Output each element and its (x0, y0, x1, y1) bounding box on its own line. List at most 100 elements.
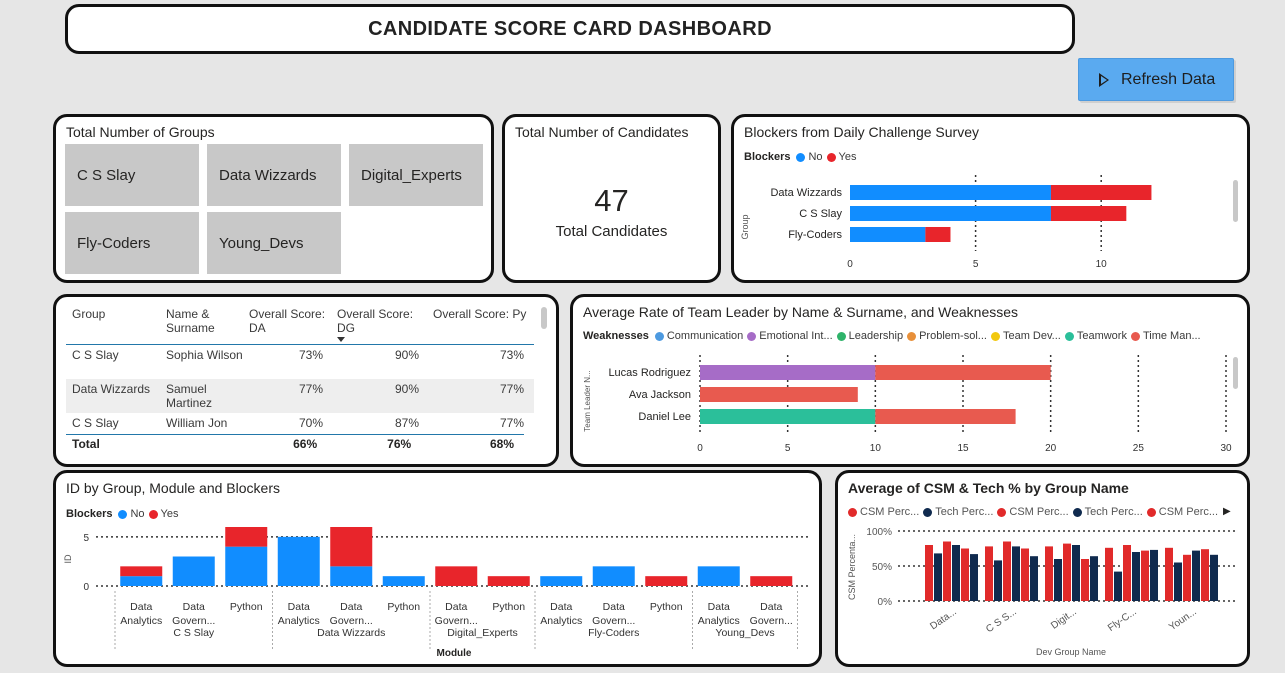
bar-segment-no[interactable] (850, 227, 926, 242)
bar-segment-yes[interactable] (330, 527, 373, 567)
bar-segment-yes[interactable] (225, 527, 268, 547)
blockers-scrollbar[interactable] (1233, 180, 1238, 222)
bar-segment[interactable] (875, 365, 1051, 380)
legend-label[interactable]: Time Man... (1142, 330, 1201, 342)
bar-segment[interactable] (700, 409, 876, 424)
bar-segment-no[interactable] (277, 536, 320, 586)
column-header-py[interactable]: Overall Score: Py (433, 307, 527, 321)
x-tick-label: 15 (957, 443, 969, 454)
bar-segment-no[interactable] (540, 576, 583, 586)
group-tile-young-devs[interactable]: Young_Devs (207, 212, 341, 274)
column-header-da[interactable]: Overall Score: DA (249, 307, 326, 335)
bar[interactable] (952, 545, 960, 601)
bar-segment-yes[interactable] (1050, 206, 1127, 221)
legend-yes-label[interactable]: Yes (838, 151, 857, 163)
legend-label[interactable]: Team Dev... (1002, 330, 1061, 342)
leader-scrollbar[interactable] (1233, 357, 1238, 389)
bar[interactable] (1081, 559, 1089, 601)
bar[interactable] (943, 541, 951, 602)
bar[interactable] (1072, 545, 1080, 601)
legend-no-swatch (796, 152, 806, 162)
bar[interactable] (1150, 549, 1158, 601)
column-header-name[interactable]: Name & Surname (166, 307, 215, 335)
bar-segment-yes[interactable] (925, 227, 951, 242)
bar-segment-yes[interactable] (1050, 185, 1152, 200)
bar[interactable] (1030, 556, 1038, 601)
legend-no-label[interactable]: No (130, 508, 145, 520)
bar-segment-no[interactable] (330, 566, 373, 586)
table-row[interactable]: C S Slay Sophia Wilson 73% 90% 73% (66, 345, 534, 379)
legend-label[interactable]: CSM Perc... (1158, 506, 1219, 518)
bar[interactable] (985, 546, 993, 601)
legend-label[interactable]: CSM Perc... (1009, 506, 1069, 518)
bar[interactable] (1201, 549, 1209, 601)
bar[interactable] (1090, 556, 1098, 601)
bar-segment-yes[interactable] (120, 566, 163, 577)
bar-segment-yes[interactable] (750, 576, 793, 586)
bar[interactable] (1141, 550, 1149, 601)
bar[interactable] (994, 560, 1002, 601)
group-label: Fly-Coders (588, 627, 639, 639)
refresh-data-button[interactable]: Refresh Data (1078, 58, 1234, 101)
bar[interactable] (925, 545, 933, 601)
bar[interactable] (1021, 548, 1029, 602)
bar[interactable] (1054, 559, 1062, 601)
column-header-dg[interactable]: Overall Score: DG (333, 307, 429, 344)
bar[interactable] (1123, 545, 1131, 601)
legend-next-icon[interactable]: ▶ (1223, 506, 1231, 517)
bar[interactable] (1045, 546, 1053, 601)
bar-segment[interactable] (700, 387, 858, 402)
bar-segment-no[interactable] (225, 546, 268, 586)
bar[interactable] (1165, 547, 1173, 601)
legend-yes-label[interactable]: Yes (160, 508, 179, 520)
bar-segment-no[interactable] (850, 185, 1051, 200)
module-bar-chart[interactable]: 0 5 ID Data Analytics Data Govern... Python Data… (56, 473, 819, 664)
leader-bar-chart[interactable]: 0 5 10 15 20 25 30 Team Leader N... Lucas Rodrig… (573, 297, 1247, 464)
legend-label[interactable]: Problem-sol... (919, 330, 987, 342)
bar[interactable] (1210, 554, 1218, 601)
bar[interactable] (970, 554, 978, 601)
bar-segment[interactable] (875, 409, 1016, 424)
bar[interactable] (1192, 550, 1200, 601)
bar[interactable] (961, 548, 969, 602)
legend-label[interactable]: Communication (666, 330, 744, 342)
group-tile-cs-slay[interactable]: C S Slay (65, 144, 199, 206)
legend-label[interactable]: Tech Perc... (935, 506, 994, 518)
legend-label[interactable]: Teamwork (1076, 330, 1127, 342)
bar[interactable] (934, 553, 942, 601)
bar[interactable] (1003, 541, 1011, 602)
legend-label[interactable]: Leadership (848, 330, 904, 342)
bar[interactable] (1105, 547, 1113, 601)
cell-da: 73% (298, 348, 323, 362)
bar-segment-yes[interactable] (487, 576, 530, 586)
bar[interactable] (1132, 552, 1140, 601)
bar-segment-yes[interactable] (435, 566, 478, 586)
group-tile-data-wizzards[interactable]: Data Wizzards (207, 144, 341, 206)
bar-segment-no[interactable] (382, 576, 425, 586)
bar[interactable] (1063, 543, 1071, 601)
bar-segment-no[interactable] (592, 566, 635, 586)
table-row[interactable]: C S Slay William Jon 70% 87% 77% (66, 413, 534, 433)
bar-segment-no[interactable] (172, 556, 215, 587)
bar-segment-no[interactable] (120, 576, 163, 586)
bar[interactable] (1183, 554, 1191, 601)
bar[interactable] (1174, 562, 1182, 602)
legend-label[interactable]: Emotional Int... (759, 330, 833, 342)
csm-bar-chart[interactable]: 0% 50% 100% CSM Percenta... Data... C S S... D… (838, 473, 1247, 664)
legend-label[interactable]: CSM Perc... (860, 506, 920, 518)
legend-no-label[interactable]: No (808, 151, 823, 163)
x-tick-label: Analytics (278, 615, 320, 627)
group-tile-digital-experts[interactable]: Digital_Experts (349, 144, 483, 206)
legend-label[interactable]: Tech Perc... (1084, 506, 1143, 518)
group-tile-fly-coders[interactable]: Fly-Coders (65, 212, 199, 274)
bar[interactable] (1114, 571, 1122, 601)
table-row[interactable]: Data Wizzards Samuel Martinez 77% 90% 77… (66, 379, 534, 413)
bar[interactable] (1012, 546, 1020, 601)
bar-segment[interactable] (700, 365, 876, 380)
column-header-group[interactable]: Group (72, 307, 106, 321)
bar-segment-no[interactable] (850, 206, 1051, 221)
bar-segment-no[interactable] (697, 566, 740, 586)
table-scrollbar[interactable] (541, 307, 547, 329)
blockers-bar-chart[interactable]: 0 5 10 Group Data Wizzards C S Slay Fly-Coders (734, 117, 1247, 280)
bar-segment-yes[interactable] (645, 576, 688, 586)
